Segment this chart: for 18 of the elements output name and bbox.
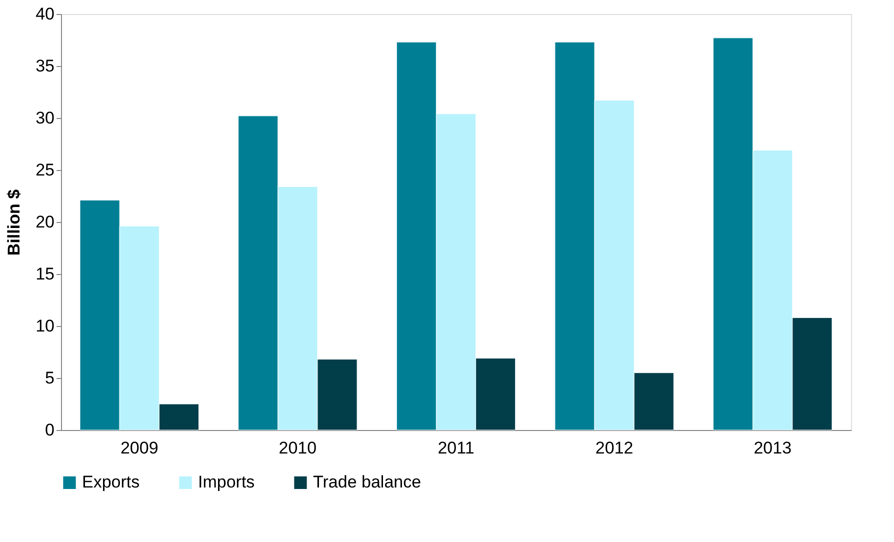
y-tick-label: 30 [36,108,54,128]
legend-label: Exports [82,472,140,492]
x-tick-label: 2011 [438,438,474,458]
y-tick-label: 40 [36,4,54,24]
y-tick-label: 20 [36,212,54,232]
x-tick-label: 2009 [120,438,158,458]
y-tick-label: 15 [36,264,54,284]
x-tick-label: 2013 [754,438,792,458]
y-tick-label: 10 [36,316,54,336]
legend-label: Trade balance [313,472,422,492]
y-tick-label: 5 [45,368,54,388]
y-tick-label: 0 [45,420,54,440]
y-axis-title: Billion $ [4,188,24,256]
x-tick-label: 2012 [595,438,634,458]
y-tick-label: 35 [36,56,54,76]
x-tick-label: 2010 [278,438,317,458]
y-tick-label: 25 [36,160,54,180]
legend-label: Imports [198,472,255,492]
